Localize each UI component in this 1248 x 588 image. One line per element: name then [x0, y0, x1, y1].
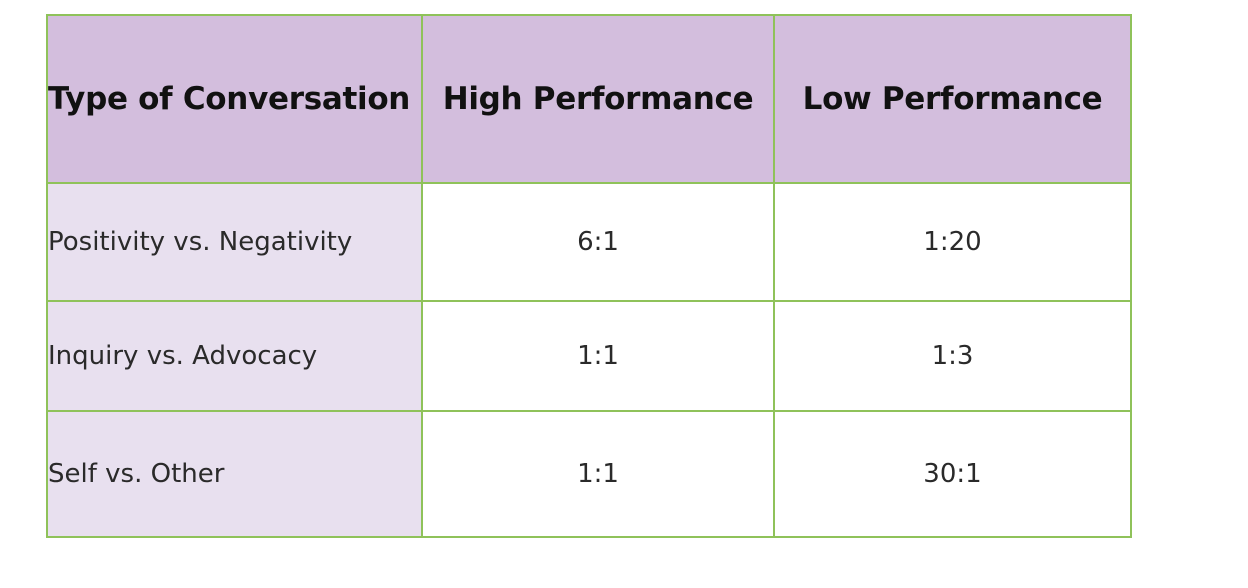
- row-label: Self vs. Other: [46, 410, 423, 538]
- low-performance-value: 1:20: [773, 182, 1132, 302]
- header-type-of-conversation: Type of Conversation: [46, 14, 423, 184]
- high-performance-value: 1:1: [421, 410, 775, 538]
- high-performance-value: 6:1: [421, 182, 775, 302]
- row-label: Inquiry vs. Advocacy: [46, 300, 423, 412]
- header-high-performance: High Performance: [421, 14, 775, 184]
- table-row: Inquiry vs. Advocacy 1:1 1:3: [46, 300, 1132, 412]
- conversation-table-container: Type of Conversation High Performance Lo…: [46, 14, 1132, 538]
- table-row: Self vs. Other 1:1 30:1: [46, 410, 1132, 538]
- table-header-row: Type of Conversation High Performance Lo…: [46, 14, 1132, 184]
- header-low-performance: Low Performance: [773, 14, 1132, 184]
- low-performance-value: 30:1: [773, 410, 1132, 538]
- low-performance-value: 1:3: [773, 300, 1132, 412]
- row-label: Positivity vs. Negativity: [46, 182, 423, 302]
- table-row: Positivity vs. Negativity 6:1 1:20: [46, 182, 1132, 302]
- high-performance-value: 1:1: [421, 300, 775, 412]
- conversation-ratio-table: Type of Conversation High Performance Lo…: [46, 14, 1132, 538]
